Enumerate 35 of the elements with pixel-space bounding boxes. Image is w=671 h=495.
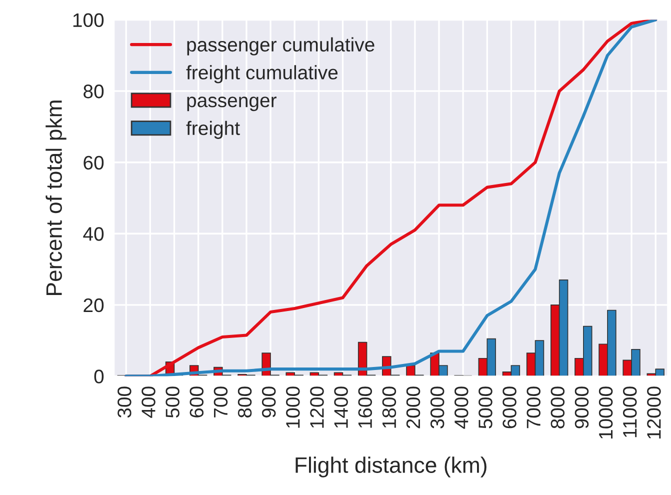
x-tick-label: 3000: [430, 386, 444, 428]
x-tick-label: 2000: [406, 386, 420, 428]
x-tick-label: 11000: [622, 386, 637, 438]
x-tick-label: 12000: [647, 386, 661, 439]
x-tick-label: 4000: [454, 386, 468, 429]
x-tick-label: 9000: [574, 386, 589, 428]
x-tick-label: 7000: [526, 386, 540, 428]
legend-label: freight: [186, 120, 240, 139]
x-tick-label: 300: [118, 386, 132, 418]
y-tick-label: 20: [84, 298, 104, 312]
x-tick-label: 800: [238, 386, 252, 418]
x-tick-label: 5000: [478, 386, 492, 428]
y-tick-label: 100: [73, 13, 104, 28]
legend-label: passenger cumulative: [187, 37, 374, 56]
x-tick-label: 8000: [550, 386, 565, 428]
x-tick-label: 1200: [310, 386, 324, 428]
y-tick-label: 0: [94, 370, 104, 384]
x-tick-label: 10000: [598, 386, 613, 439]
y-tick-label: 80: [84, 84, 104, 98]
x-axis-title: Flight distance (km): [296, 456, 486, 478]
x-tick-label: 900: [262, 386, 276, 418]
x-tick-label: 1600: [358, 386, 372, 428]
x-tick-label: 1400: [334, 386, 348, 428]
y-axis-title: Percent of total pkm: [46, 100, 66, 295]
x-tick-label: 1000: [286, 386, 300, 428]
legend-label: freight cumulative: [186, 65, 338, 84]
legend-label: passenger: [187, 96, 276, 112]
x-tick-label: 500: [166, 386, 180, 418]
x-tick-label: 700: [214, 386, 228, 418]
x-tick-label: 600: [190, 386, 204, 418]
y-tick-label: 40: [83, 227, 104, 241]
x-tick-label: 6000: [502, 386, 516, 428]
x-tick-label: 400: [142, 386, 156, 418]
x-tick-label: 1800: [382, 386, 396, 428]
y-tick-label: 60: [84, 156, 104, 170]
